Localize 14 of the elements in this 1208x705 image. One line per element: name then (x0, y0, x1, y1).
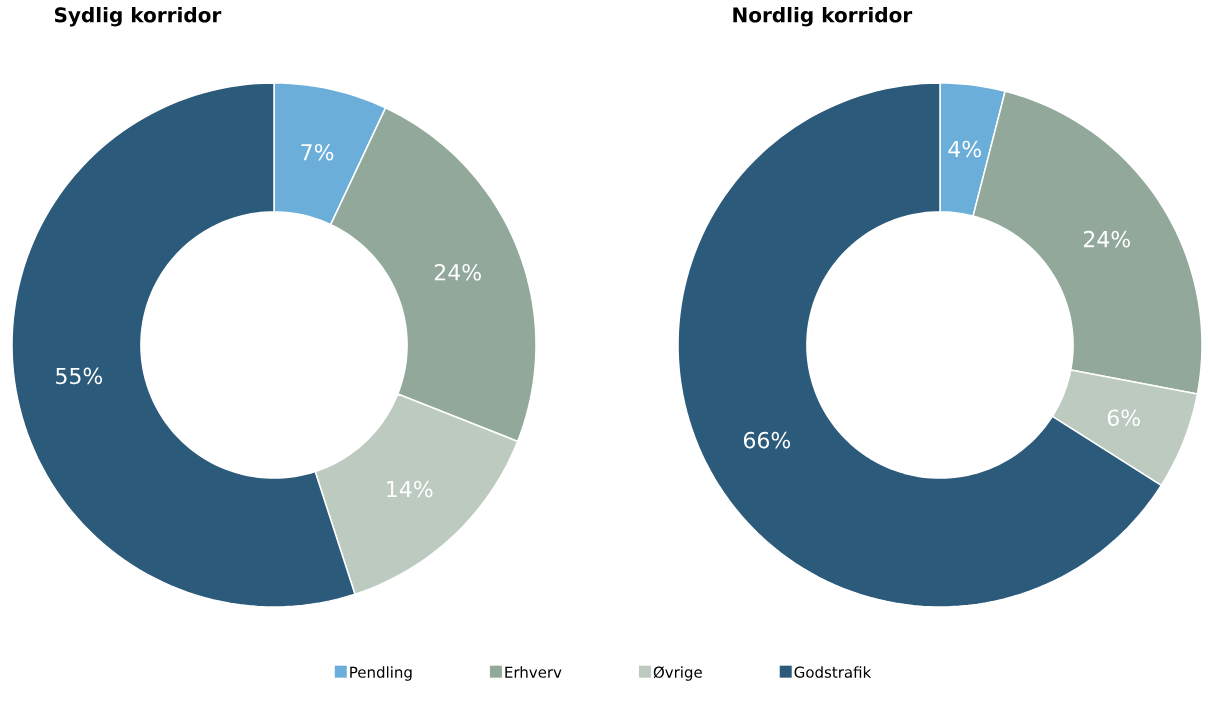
data-label: 55% (56, 367, 103, 385)
legend-label: Øvrige (653, 666, 702, 681)
data-label: 6% (1107, 409, 1140, 427)
chart-title: Nordlig korridor (733, 6, 913, 27)
data-label: 14% (387, 480, 433, 498)
legend-label: Erhverv (505, 666, 562, 678)
data-label: 66% (743, 431, 791, 449)
data-label: 24% (434, 263, 481, 281)
data-label: 7% (301, 143, 334, 161)
data-label: 4% (948, 140, 981, 158)
data-label: 24% (1083, 230, 1131, 248)
chart-title: Sydlig korridor (54, 6, 222, 27)
legend-label: Pendling (350, 666, 412, 681)
legend-label: Godstrafik (794, 666, 872, 678)
